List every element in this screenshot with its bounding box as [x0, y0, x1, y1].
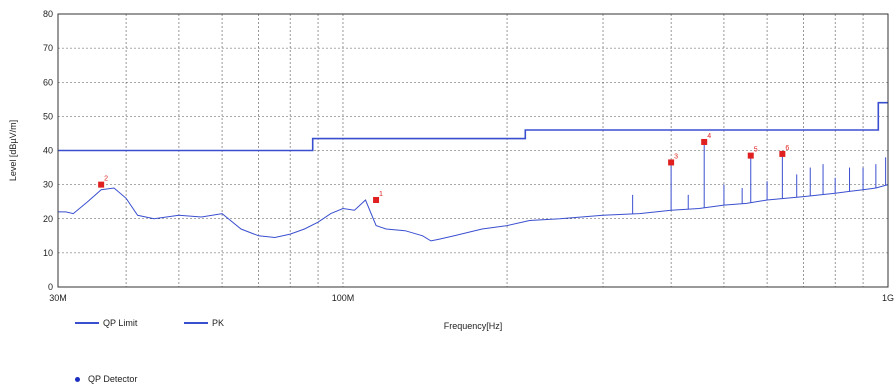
- qp-limit-swatch: [75, 322, 99, 324]
- y-tick-label: 40: [43, 146, 53, 156]
- legend-qp-detector: QP Detector: [75, 374, 137, 384]
- x-tick-label: 30M: [49, 293, 67, 303]
- legend-qp-limit-label: QP Limit: [103, 318, 138, 328]
- y-axis-label: Level [dBµV/m]: [8, 120, 18, 181]
- marker-label-4: 4: [707, 133, 711, 140]
- x-tick-label: 100M: [332, 293, 355, 303]
- legend-pk: PK: [184, 318, 224, 328]
- series-pk: [58, 184, 889, 242]
- marker-4: [701, 138, 708, 145]
- marker-label-2: 2: [104, 176, 108, 183]
- plot-frame: [57, 13, 889, 288]
- marker-2: [98, 181, 105, 188]
- qp-detector-dot: [75, 376, 80, 382]
- y-tick-label: 80: [43, 9, 53, 19]
- chart-ticks: 0 10 20 30 40 50 60 70 80 30M 100M 1G: [43, 9, 894, 303]
- legend-qp-limit: QP Limit: [75, 318, 137, 328]
- y-tick-label: 20: [43, 214, 53, 224]
- marker-1: [373, 196, 380, 203]
- marker-label-6: 6: [785, 145, 789, 152]
- marker-label-1: 1: [379, 191, 383, 198]
- y-tick-label: 0: [48, 282, 53, 292]
- y-tick-label: 60: [43, 77, 53, 87]
- pk-swatch: [184, 322, 208, 324]
- x-axis-label: Frequency[Hz]: [444, 321, 503, 331]
- y-tick-label: 70: [43, 43, 53, 53]
- x-tick-label: 1G: [882, 293, 894, 303]
- legend-pk-label: PK: [212, 318, 225, 328]
- y-tick-label: 50: [43, 111, 53, 121]
- y-tick-label: 30: [43, 180, 53, 190]
- marker-6: [779, 150, 786, 157]
- legend-qp-detector-label: QP Detector: [88, 374, 138, 384]
- y-tick-label: 10: [43, 248, 53, 258]
- chart-series: [58, 101, 889, 242]
- marker-5: [747, 152, 754, 159]
- chart-markers: 1 2 3 4 5 6: [98, 133, 789, 203]
- series-qp-limit: [58, 101, 888, 152]
- marker-label-5: 5: [754, 147, 758, 154]
- marker-label-3: 3: [674, 153, 678, 160]
- marker-3: [668, 159, 675, 166]
